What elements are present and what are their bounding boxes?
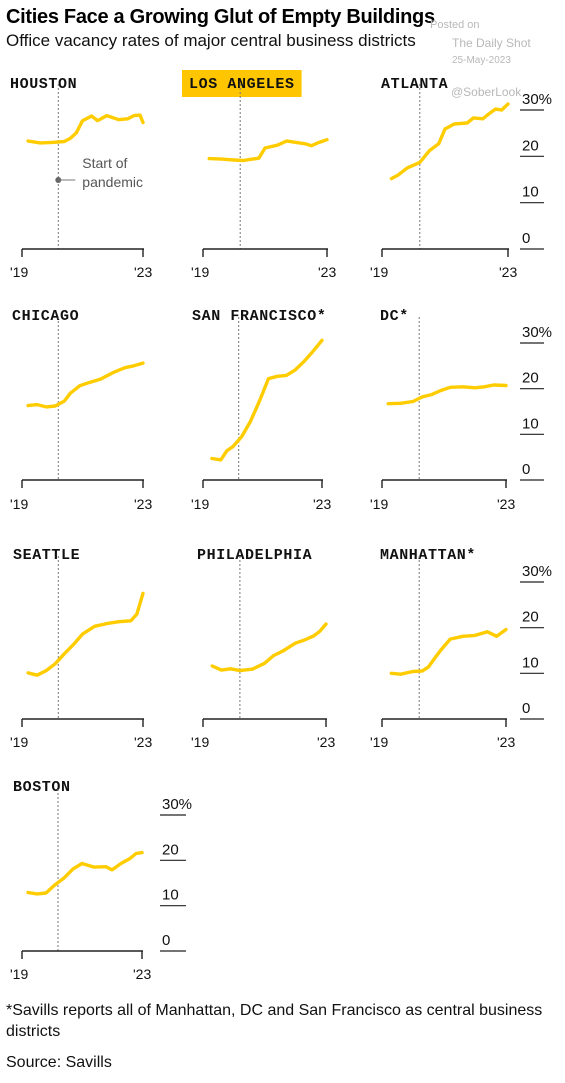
- panel-title-dc: DC*: [380, 308, 409, 325]
- series-line-dc: [386, 383, 508, 406]
- x-tick-label-start-philadelphia: '19: [191, 734, 209, 750]
- y-tick-label-manhattan-10: 10: [522, 654, 539, 671]
- chart-title: Cities Face a Growing Glut of Empty Buil…: [6, 6, 435, 28]
- panel-title-manhattan: MANHATTAN*: [380, 547, 476, 564]
- series-line-los-angeles: [207, 137, 329, 163]
- annotation-line1: Start of: [82, 155, 127, 171]
- x-tick-label-end-boston: '23: [133, 966, 151, 982]
- watermark-posted: Posted on: [430, 19, 480, 31]
- x-tick-label-start-los-angeles: '19: [191, 264, 209, 280]
- series-line-boston: [26, 850, 144, 896]
- watermark-handle: @SoberLook: [451, 85, 522, 99]
- panel-title-chicago: CHICAGO: [12, 308, 79, 325]
- panel-title-houston: HOUSTON: [10, 76, 77, 93]
- y-tick-label-boston-0: 0: [162, 932, 170, 949]
- x-tick-label-end-san-francisco: '23: [313, 496, 331, 512]
- y-tick-label-boston-10: 10: [162, 887, 179, 904]
- y-tick-label-boston-30: 30%: [162, 796, 192, 813]
- footnote: *Savills reports all of Manhattan, DC an…: [6, 1002, 543, 1040]
- x-tick-label-start-houston: '19: [10, 264, 28, 280]
- x-tick-label-end-manhattan: '23: [497, 734, 515, 750]
- series-line-atlanta: [389, 102, 510, 181]
- x-tick-label-end-houston: '23: [134, 264, 152, 280]
- panel-title-seattle: SEATTLE: [13, 547, 80, 564]
- x-tick-label-start-manhattan: '19: [370, 734, 388, 750]
- y-tick-label-atlanta-0: 0: [522, 230, 530, 247]
- series-line-manhattan: [389, 627, 508, 676]
- panel-title-atlanta: ATLANTA: [381, 76, 448, 93]
- y-tick-label-dc-0: 0: [522, 461, 530, 478]
- y-tick-label-boston-20: 20: [162, 841, 179, 858]
- y-tick-label-atlanta-10: 10: [522, 184, 539, 201]
- x-tick-label-start-seattle: '19: [10, 734, 28, 750]
- series-line-houston: [26, 113, 145, 145]
- series-line-seattle: [26, 591, 145, 677]
- x-tick-label-start-dc: '19: [370, 496, 388, 512]
- series-line-san-francisco: [210, 338, 324, 462]
- x-tick-label-start-boston: '19: [10, 966, 28, 982]
- x-tick-label-end-dc: '23: [497, 496, 515, 512]
- x-tick-label-start-atlanta: '19: [370, 264, 388, 280]
- watermark-date: 25-May-2023: [452, 55, 511, 66]
- x-tick-label-end-atlanta: '23: [499, 264, 517, 280]
- chart-subtitle: Office vacancy rates of major central bu…: [6, 31, 416, 50]
- y-tick-label-atlanta-20: 20: [522, 137, 539, 154]
- x-tick-label-end-los-angeles: '23: [318, 264, 336, 280]
- x-tick-label-end-philadelphia: '23: [317, 734, 335, 750]
- watermark-site: The Daily Shot: [452, 36, 531, 50]
- panel-title-los-angeles: LOS ANGELES: [189, 76, 295, 93]
- series-line-chicago: [26, 361, 145, 409]
- panel-title-boston: BOSTON: [13, 779, 71, 796]
- y-tick-label-atlanta-30: 30%: [522, 91, 552, 108]
- y-tick-label-manhattan-30: 30%: [522, 563, 552, 580]
- y-tick-label-manhattan-0: 0: [522, 700, 530, 717]
- panel-title-san-francisco: SAN FRANCISCO*: [192, 308, 326, 325]
- series-line-philadelphia: [210, 622, 328, 673]
- x-tick-label-end-seattle: '23: [134, 734, 152, 750]
- y-tick-label-dc-20: 20: [522, 370, 539, 387]
- source-note: Source: Savills: [6, 1054, 112, 1071]
- x-tick-label-start-chicago: '19: [10, 496, 28, 512]
- x-tick-label-end-chicago: '23: [134, 496, 152, 512]
- y-tick-label-dc-10: 10: [522, 415, 539, 432]
- y-tick-label-manhattan-20: 20: [522, 609, 539, 626]
- annotation-line2: pandemic: [82, 174, 143, 190]
- x-tick-label-start-san-francisco: '19: [191, 496, 209, 512]
- panel-title-philadelphia: PHILADELPHIA: [197, 547, 312, 564]
- highlight-box-los-angeles: [182, 70, 302, 97]
- y-tick-label-dc-30: 30%: [522, 324, 552, 341]
